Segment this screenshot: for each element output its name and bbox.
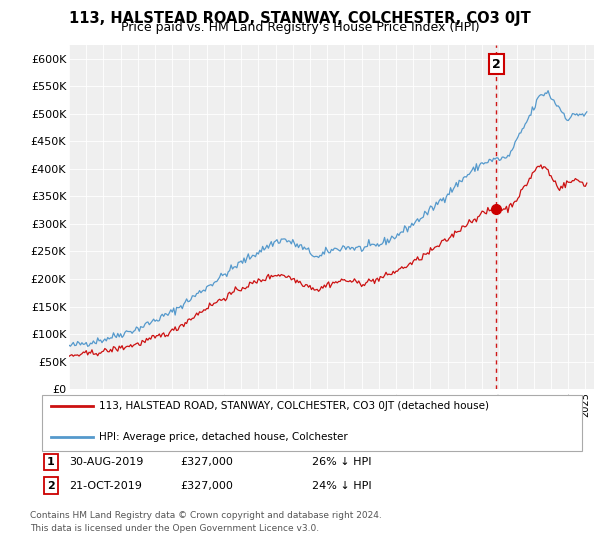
Text: 24% ↓ HPI: 24% ↓ HPI <box>312 480 371 491</box>
Text: 2: 2 <box>47 480 55 491</box>
Text: £327,000: £327,000 <box>180 480 233 491</box>
Text: HPI: Average price, detached house, Colchester: HPI: Average price, detached house, Colc… <box>99 432 348 442</box>
Text: 113, HALSTEAD ROAD, STANWAY, COLCHESTER, CO3 0JT (detached house): 113, HALSTEAD ROAD, STANWAY, COLCHESTER,… <box>99 401 489 411</box>
Text: Contains HM Land Registry data © Crown copyright and database right 2024.: Contains HM Land Registry data © Crown c… <box>30 511 382 520</box>
Text: Price paid vs. HM Land Registry’s House Price Index (HPI): Price paid vs. HM Land Registry’s House … <box>121 21 479 34</box>
Text: This data is licensed under the Open Government Licence v3.0.: This data is licensed under the Open Gov… <box>30 524 319 533</box>
Text: 2: 2 <box>492 58 501 71</box>
Text: 21-OCT-2019: 21-OCT-2019 <box>69 480 142 491</box>
Text: 113, HALSTEAD ROAD, STANWAY, COLCHESTER, CO3 0JT: 113, HALSTEAD ROAD, STANWAY, COLCHESTER,… <box>69 11 531 26</box>
Text: 1: 1 <box>47 457 55 467</box>
Text: £327,000: £327,000 <box>180 457 233 467</box>
Text: 30-AUG-2019: 30-AUG-2019 <box>69 457 143 467</box>
Text: 26% ↓ HPI: 26% ↓ HPI <box>312 457 371 467</box>
